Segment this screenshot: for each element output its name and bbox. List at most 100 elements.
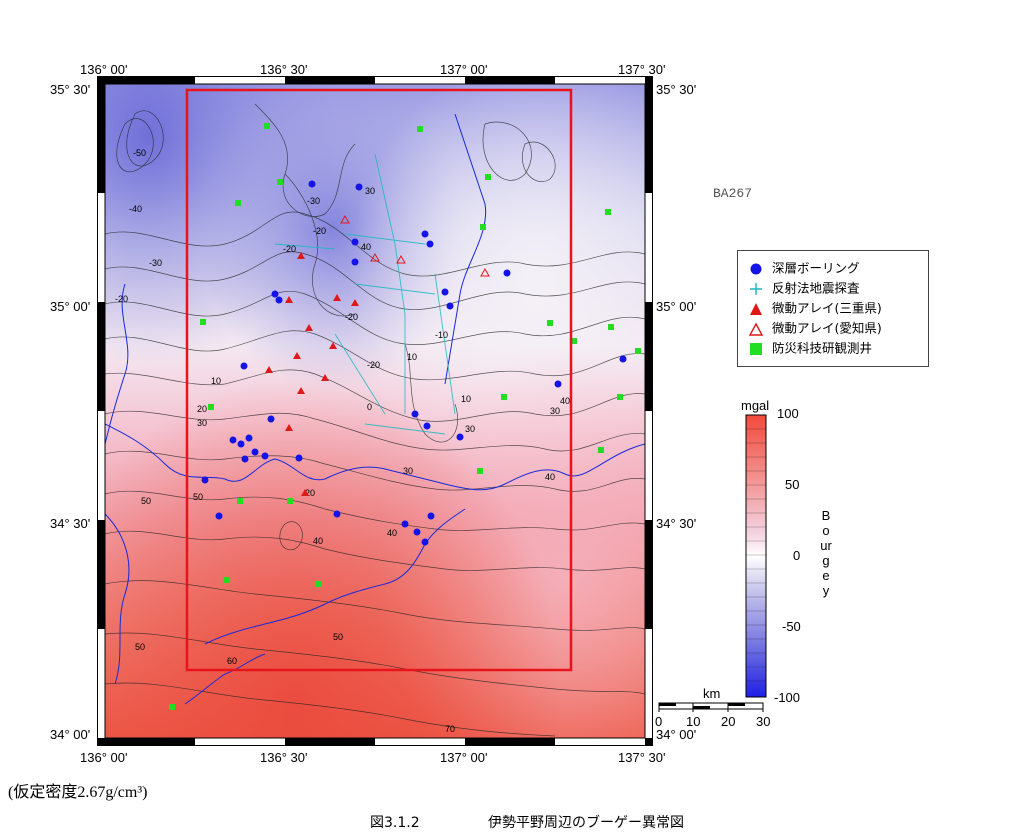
microtremor-aichi-points [340, 214, 490, 277]
well-point [617, 394, 623, 400]
cyan-plus-icon [748, 281, 764, 297]
lat-label-right: 35° 00' [656, 299, 697, 314]
aichi-array-point [340, 214, 350, 224]
scale-unit: km [703, 686, 721, 701]
well-point [417, 126, 423, 132]
study-area-box [185, 88, 573, 672]
lon-label-top: 136° 00' [80, 62, 128, 77]
contour-label: 30 [550, 406, 560, 416]
well-point [169, 704, 175, 710]
lat-label-left: 35° 30' [50, 82, 91, 97]
boring-point [240, 362, 248, 370]
legend-label: 微動アレイ(愛知県) [772, 320, 882, 336]
bouguer-anomaly-map: -50 -40 -30 -20 -30 -20 30 -20 40 -20 10… [104, 84, 646, 738]
boring-point [251, 448, 259, 456]
mie-array-point [329, 342, 337, 349]
density-note: (仮定密度2.67g/cm³) [8, 784, 148, 801]
boring-point [245, 434, 253, 442]
boring-point [275, 296, 283, 304]
legend-item: 深層ボーリング [748, 259, 860, 277]
colorbar-tick: 100 [777, 406, 799, 421]
boring-point [401, 520, 409, 528]
boring-point [413, 528, 421, 536]
boring-point [215, 512, 223, 520]
lat-label-right: 34° 00' [656, 727, 697, 742]
contour-label: 50 [141, 496, 151, 506]
observation-well-points [169, 123, 641, 710]
contour-label: 20 [305, 488, 315, 498]
contour-label: -30 [149, 258, 162, 268]
boring-point [237, 440, 245, 448]
mie-array-point [285, 424, 293, 431]
well-point [200, 319, 206, 325]
colorbar [745, 414, 767, 698]
well-point [571, 338, 577, 344]
contour-label: 40 [361, 242, 371, 252]
boring-point [554, 380, 562, 388]
figure-number: 図3.1.2 [370, 815, 420, 831]
colorbar-tick: 50 [785, 477, 800, 492]
contour-label: 70 [445, 724, 455, 734]
legend-item: 反射法地震探査 [748, 279, 860, 297]
legend-label: 深層ボーリング [772, 260, 860, 276]
scale-tick: 30 [756, 714, 771, 729]
boring-point [421, 538, 429, 546]
lon-label-bottom: 136° 00' [80, 750, 128, 765]
boring-point [446, 302, 454, 310]
boring-point [441, 288, 449, 296]
legend-label: 反射法地震探査 [772, 280, 860, 296]
boring-point [241, 455, 249, 463]
contour-label: 30 [197, 418, 207, 428]
well-point [277, 179, 283, 185]
red-filled-triangle-icon [748, 301, 764, 317]
contour-label: -20 [283, 244, 296, 254]
mie-array-point [321, 374, 329, 381]
boring-point [456, 433, 464, 441]
contour-label: 50 [333, 632, 343, 642]
aichi-array-point [480, 267, 490, 277]
scale-tick: 20 [721, 714, 736, 729]
boring-point [355, 183, 363, 191]
lon-label-top: 137° 00' [440, 62, 488, 77]
mie-array-point [293, 352, 301, 359]
map-code: BA267 [713, 186, 753, 201]
deep-boring-points [201, 180, 627, 546]
boring-point [229, 436, 237, 444]
lat-label-right: 34° 30' [656, 516, 697, 531]
contour-label: 30 [465, 424, 475, 434]
lon-label-bottom: 137° 30' [618, 750, 666, 765]
lat-label-left: 35° 00' [50, 299, 91, 314]
blue-circle-icon [748, 261, 764, 277]
map-border [97, 76, 653, 746]
well-point [598, 447, 604, 453]
legend-item: 防災科技研観測井 [748, 339, 872, 357]
boring-point [333, 510, 341, 518]
well-point [635, 348, 641, 354]
lon-label-bottom: 137° 00' [440, 750, 488, 765]
map-frame: -50 -40 -30 -20 -30 -20 30 -20 40 -20 10… [104, 84, 646, 738]
contour-label: -50 [133, 148, 146, 158]
legend: 深層ボーリング 反射法地震探査 微動アレイ(三重県) 微動アレイ(愛知県) 防災… [737, 250, 929, 367]
boring-point [503, 269, 511, 277]
colorbar-tick: -50 [782, 619, 801, 634]
well-point [235, 200, 241, 206]
colorbar-title: Bourgey [820, 508, 832, 598]
contour-label: -20 [313, 226, 326, 236]
well-point [605, 209, 611, 215]
boring-point [201, 476, 209, 484]
contour-label: 40 [560, 396, 570, 406]
well-point [608, 324, 614, 330]
contour-lines [104, 103, 646, 737]
seismic-lines [274, 153, 456, 435]
boring-point [351, 258, 359, 266]
well-point [485, 174, 491, 180]
aichi-array-point [370, 252, 380, 262]
boring-point [619, 355, 627, 363]
contour-label: 40 [387, 528, 397, 538]
legend-label: 微動アレイ(三重県) [772, 300, 882, 316]
boring-point [271, 290, 279, 298]
legend-item: 微動アレイ(愛知県) [748, 319, 882, 337]
contour-label: 60 [227, 656, 237, 666]
mie-array-point [351, 299, 359, 306]
colorbar-tick: 0 [793, 548, 801, 563]
